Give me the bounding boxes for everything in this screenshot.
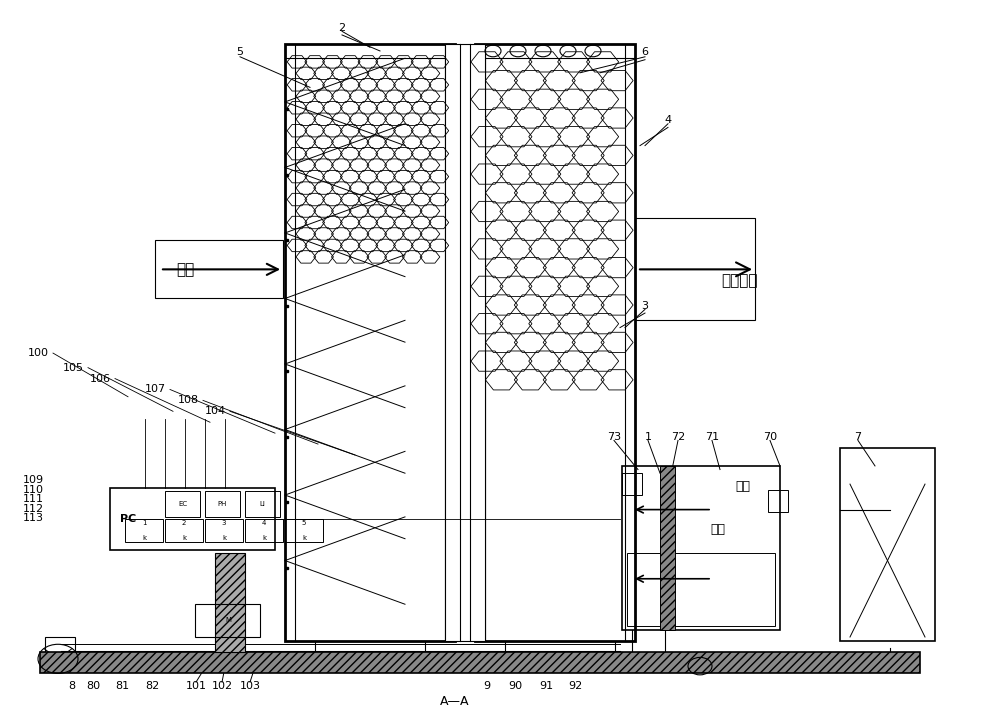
Text: 110: 110 bbox=[22, 485, 44, 495]
Text: k: k bbox=[222, 535, 226, 541]
Bar bbox=[45, 637, 75, 652]
Text: 补水: 补水 bbox=[735, 480, 750, 493]
Bar bbox=[622, 466, 780, 630]
Text: 1: 1 bbox=[644, 432, 652, 442]
Text: k: k bbox=[302, 535, 306, 541]
Text: 70: 70 bbox=[763, 432, 777, 442]
Bar bbox=[110, 488, 275, 550]
Text: 101: 101 bbox=[186, 681, 207, 691]
Text: 103: 103 bbox=[240, 681, 260, 691]
Text: 106: 106 bbox=[90, 373, 110, 384]
Text: 107: 107 bbox=[144, 384, 166, 395]
Text: 90: 90 bbox=[508, 681, 522, 691]
Text: 1: 1 bbox=[142, 521, 146, 526]
Text: 112: 112 bbox=[22, 504, 44, 514]
Text: 6: 6 bbox=[642, 47, 648, 58]
Bar bbox=[205, 519, 243, 542]
Text: 3: 3 bbox=[222, 521, 226, 526]
Text: 4: 4 bbox=[262, 521, 266, 526]
Bar bbox=[475, 44, 635, 641]
Text: 92: 92 bbox=[568, 681, 582, 691]
Text: 7: 7 bbox=[854, 432, 862, 442]
Text: 9: 9 bbox=[483, 681, 491, 691]
Text: k: k bbox=[262, 535, 266, 541]
Text: 73: 73 bbox=[607, 432, 621, 442]
Bar bbox=[125, 519, 163, 542]
Text: 113: 113 bbox=[22, 513, 44, 523]
Text: M: M bbox=[225, 617, 231, 623]
Text: 111: 111 bbox=[22, 494, 44, 505]
Text: 72: 72 bbox=[671, 432, 685, 442]
Bar bbox=[40, 652, 920, 673]
Bar bbox=[285, 44, 455, 641]
Text: 109: 109 bbox=[22, 475, 44, 486]
Bar bbox=[627, 553, 775, 626]
Text: 5: 5 bbox=[302, 521, 306, 526]
Bar bbox=[245, 491, 280, 517]
Bar bbox=[768, 490, 788, 512]
Text: EC: EC bbox=[178, 501, 187, 507]
Text: 108: 108 bbox=[177, 395, 199, 405]
Text: 82: 82 bbox=[145, 681, 159, 691]
Text: 102: 102 bbox=[211, 681, 233, 691]
Text: PH: PH bbox=[218, 501, 227, 507]
Bar bbox=[635, 218, 755, 320]
Text: 104: 104 bbox=[204, 406, 226, 416]
Text: 净化后气: 净化后气 bbox=[722, 273, 758, 288]
Bar bbox=[660, 466, 675, 630]
Bar bbox=[215, 553, 245, 652]
Bar bbox=[285, 519, 323, 542]
Bar bbox=[245, 519, 283, 542]
Bar bbox=[195, 604, 260, 637]
Bar bbox=[165, 491, 200, 517]
Bar bbox=[840, 448, 935, 641]
Text: 71: 71 bbox=[705, 432, 719, 442]
Text: 8: 8 bbox=[68, 681, 76, 691]
Text: 91: 91 bbox=[539, 681, 553, 691]
Text: A—A: A—A bbox=[440, 695, 470, 708]
Text: 105: 105 bbox=[62, 363, 84, 373]
Bar bbox=[165, 519, 203, 542]
Text: k: k bbox=[142, 535, 146, 541]
Text: 3: 3 bbox=[642, 301, 648, 311]
Text: 5: 5 bbox=[237, 47, 244, 58]
Bar bbox=[155, 240, 283, 298]
Text: LI: LI bbox=[260, 501, 265, 507]
Bar bbox=[205, 491, 240, 517]
Text: 80: 80 bbox=[86, 681, 100, 691]
Text: k: k bbox=[182, 535, 186, 541]
Bar bbox=[622, 473, 642, 495]
Text: 100: 100 bbox=[28, 348, 48, 358]
Text: 4: 4 bbox=[664, 115, 672, 125]
Text: 2: 2 bbox=[182, 521, 186, 526]
Text: 2: 2 bbox=[338, 23, 346, 33]
Text: 81: 81 bbox=[115, 681, 129, 691]
Bar bbox=[445, 44, 485, 641]
Text: PC: PC bbox=[120, 514, 136, 523]
Text: 废气: 废气 bbox=[176, 262, 194, 277]
Text: 排污: 排污 bbox=[710, 523, 725, 537]
